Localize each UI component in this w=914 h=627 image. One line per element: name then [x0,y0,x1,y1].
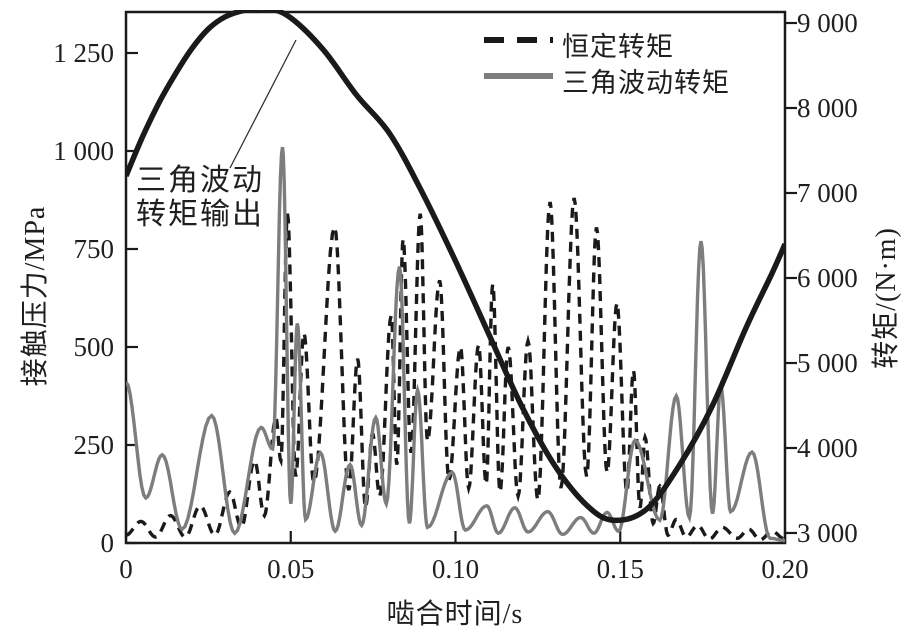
y-right-tick-label: 7 000 [797,178,858,208]
axis-ticks [124,21,797,545]
y-right-tick-label: 3 000 [797,518,858,548]
legend-label-constant-torque: 恒定转矩 [562,32,674,62]
annotation-line2: 转矩输出 [136,198,264,231]
y-left-tick-label: 750 [74,234,115,264]
y-right-tick-label: 4 000 [797,433,858,463]
x-tick-label: 0.15 [597,554,644,584]
triangular-torque-output-curve [126,10,785,524]
x-axis-title: 啮合时间/s [386,599,524,627]
y-right-tick-label: 6 000 [797,263,858,293]
annotation-line1: 三角波动 [136,164,264,197]
y-right-tick-label: 9 000 [797,8,858,38]
x-tick-label: 0 [119,554,133,584]
legend-label-triangular-torque: 三角波动转矩 [562,68,730,98]
x-tick-label: 0.10 [432,554,479,584]
axis-tick-labels: 0 0.05 0.10 0.15 0.20 0 250 500 750 1 000 1 250 3 0… [53,8,858,584]
y-left-tick-label: 1 250 [53,38,114,68]
y-left-tick-label: 500 [74,332,115,362]
y-axis-right-title: 转矩/(N·m) [871,227,902,369]
y-left-tick-label: 1 000 [53,136,114,166]
annotation-text: 三角波动 转矩输出 [136,164,264,232]
y-axis-left-title: 接触压力/MPa [20,205,51,387]
y-right-tick-label: 5 000 [797,348,858,378]
y-left-tick-label: 0 [101,528,115,558]
x-tick-label: 0.20 [761,554,808,584]
y-left-tick-label: 250 [74,430,115,460]
annotation-leader-line [229,39,297,169]
x-tick-label: 0.05 [267,554,314,584]
y-right-tick-label: 8 000 [797,93,858,123]
triangular-torque-pressure-curve [126,146,785,543]
